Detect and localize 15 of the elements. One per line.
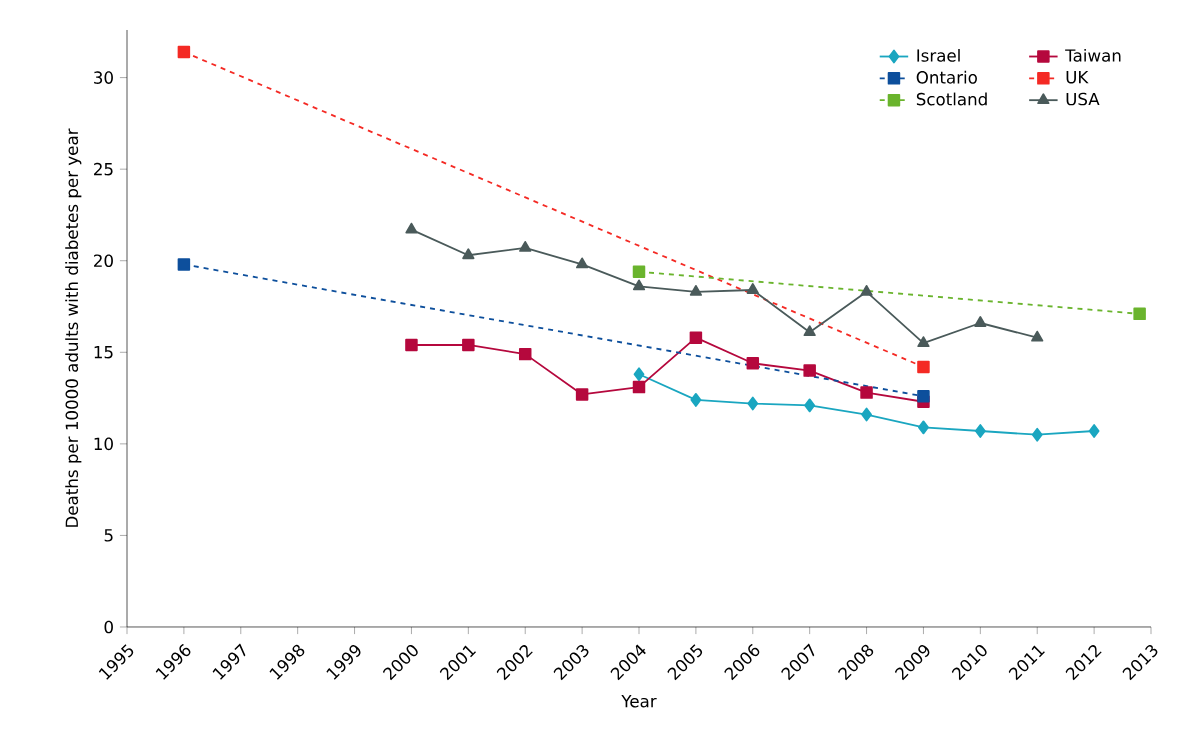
- legend-label: Scotland: [916, 92, 987, 106]
- legend-label: Ontario: [916, 70, 977, 84]
- y-tick-label: 10: [94, 437, 113, 451]
- y-tick-label: 5: [104, 529, 113, 542]
- legend-label: UK: [1066, 71, 1089, 84]
- legend-label: USA: [1066, 92, 1100, 106]
- y-axis-title: Deaths per 10000 adults with diabetes per year: [65, 128, 82, 527]
- y-tick-label: 0: [104, 620, 113, 634]
- legend-label: Israel: [917, 48, 960, 62]
- legend-label: Taiwan: [1065, 48, 1121, 62]
- y-tick-label: 30: [94, 71, 113, 84]
- y-tick-label: 15: [94, 346, 113, 359]
- y-tick-label: 20: [94, 254, 113, 268]
- y-tick-label: 25: [94, 162, 113, 176]
- x-axis-title: Year: [621, 695, 657, 708]
